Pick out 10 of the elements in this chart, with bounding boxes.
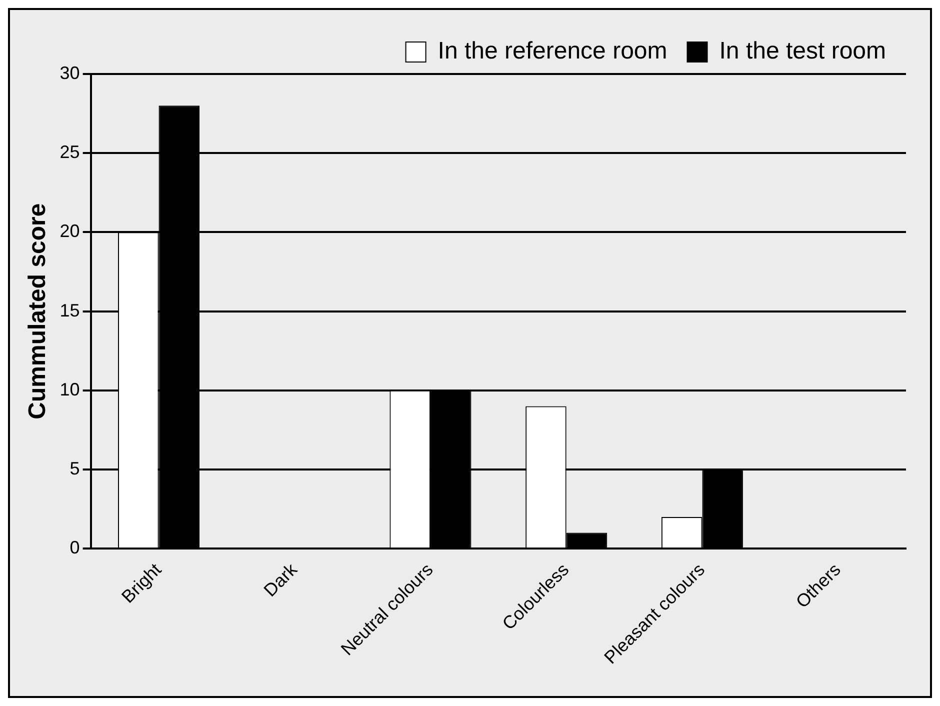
y-tick-label: 15 (60, 300, 80, 320)
y-axis-title: Cummulated score (24, 203, 52, 420)
y-tick-label: 5 (70, 458, 80, 478)
y-tick-label: 25 (60, 142, 80, 162)
legend-label: In the reference room (438, 38, 668, 65)
y-tick-label: 0 (70, 538, 80, 558)
legend-label: In the test room (719, 38, 886, 65)
y-tick-label: 20 (60, 221, 80, 242)
y-tick-label: 30 (60, 62, 80, 83)
y-tick-label: 10 (60, 379, 80, 400)
